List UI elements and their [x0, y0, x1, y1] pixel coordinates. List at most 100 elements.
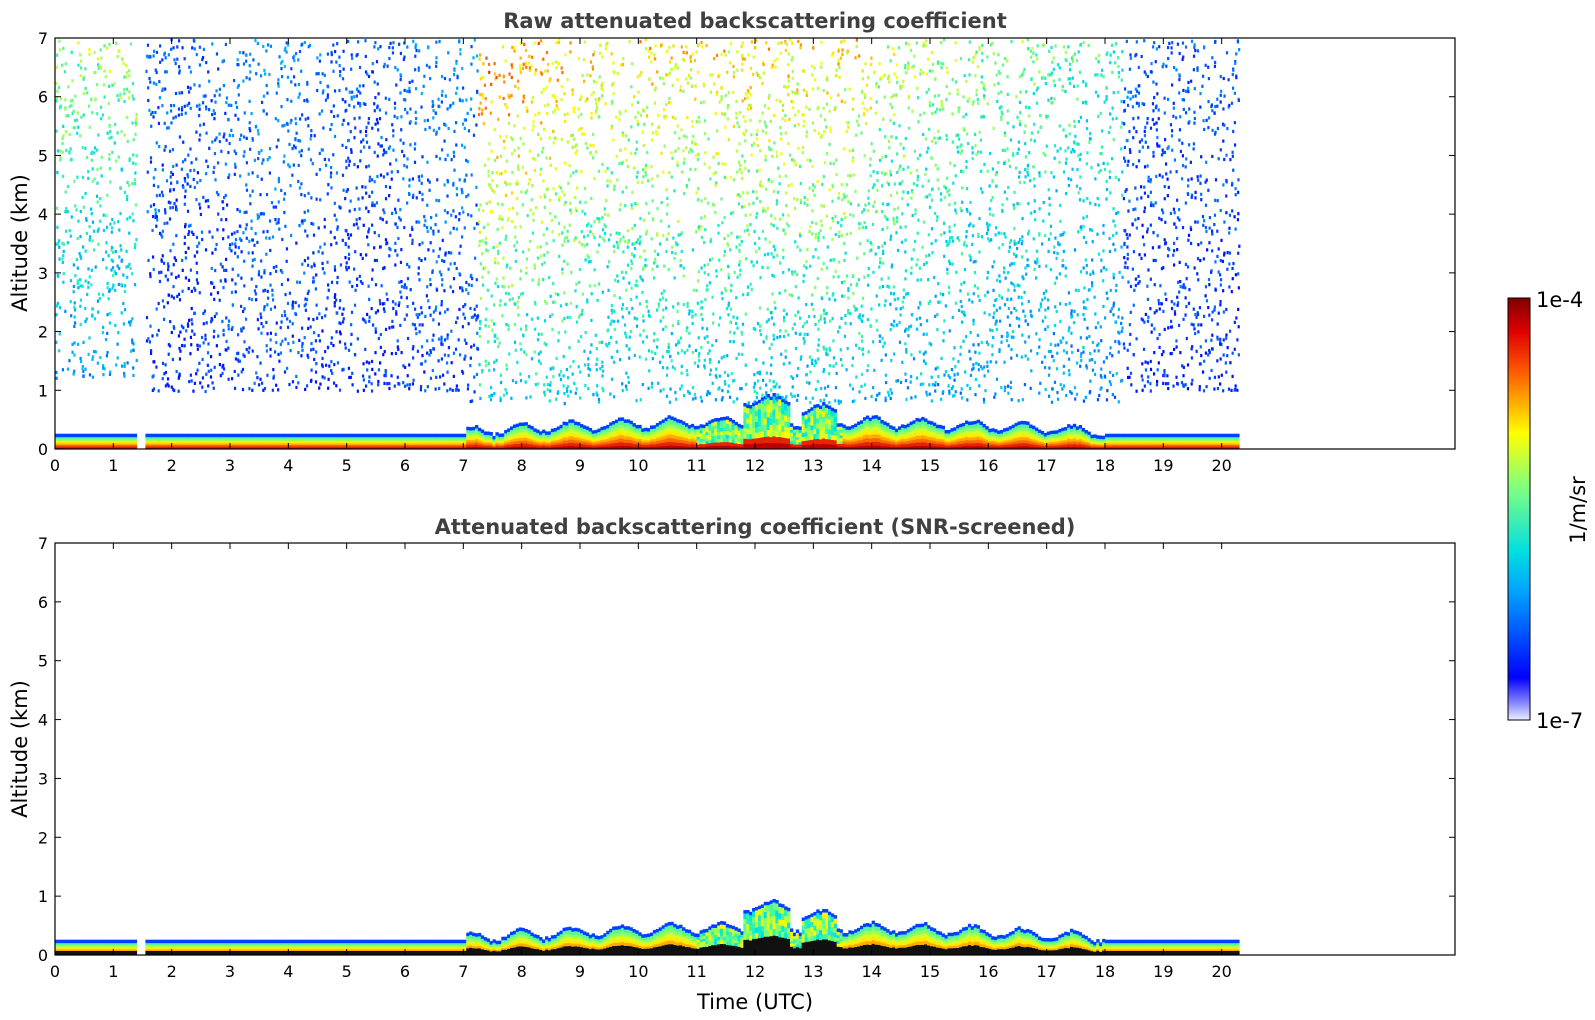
heat-cell: [206, 438, 210, 441]
heat-cell: [236, 358, 240, 362]
heat-cell: [323, 446, 327, 448]
heat-cell: [408, 265, 411, 269]
heat-cell: [197, 433, 202, 438]
heat-cell: [337, 433, 342, 438]
heat-cell: [120, 282, 123, 287]
heat-cell: [407, 441, 412, 444]
heat-cell: [419, 440, 423, 443]
heat-cell: [525, 257, 528, 261]
heat-cell: [61, 241, 64, 245]
heat-cell: [519, 225, 522, 229]
heat-cell: [282, 446, 286, 448]
heat-cell: [588, 446, 593, 450]
heat-cell: [565, 302, 568, 307]
heat-cell: [452, 374, 455, 379]
heat-cell: [574, 289, 577, 293]
heat-cell: [211, 381, 214, 385]
heat-cell: [552, 300, 555, 304]
heat-cell: [197, 444, 202, 447]
heat-cell: [457, 438, 461, 441]
heat-cell: [492, 245, 495, 250]
heat-cell: [66, 367, 70, 371]
heat-cell: [473, 390, 476, 394]
heat-cell: [521, 422, 525, 427]
heat-cell: [234, 113, 237, 117]
heat-cell: [609, 440, 613, 444]
heat-cell: [466, 430, 470, 434]
heat-cell: [542, 437, 546, 440]
heat-cell: [525, 353, 528, 357]
heat-cell: [606, 430, 610, 434]
heat-cell: [177, 375, 181, 379]
heat-cell: [160, 443, 164, 445]
heat-cell: [409, 233, 412, 237]
heat-cell: [291, 440, 295, 443]
heat-cell: [283, 370, 287, 374]
heat-cell: [178, 373, 181, 377]
heat-cell: [443, 139, 446, 143]
heat-cell: [504, 433, 508, 436]
heat-cell: [327, 386, 330, 390]
heat-cell: [598, 51, 602, 55]
heat-cell: [625, 288, 628, 292]
heat-cell: [477, 446, 482, 450]
heat-cell: [279, 437, 283, 440]
heat-cell: [518, 434, 523, 438]
heat-cell: [511, 297, 514, 301]
heat-cell: [255, 284, 258, 289]
heat-cell: [434, 437, 438, 440]
heat-cell: [547, 441, 552, 445]
heat-cell: [559, 369, 563, 374]
heat-cell: [156, 218, 159, 222]
heat-cell: [512, 443, 517, 447]
heat-cell: [69, 446, 73, 448]
heat-cell: [310, 341, 313, 346]
heat-cell: [314, 370, 318, 374]
heat-cell: [364, 384, 368, 388]
heat-cell: [574, 144, 577, 149]
heat-cell: [390, 433, 394, 438]
heat-cell: [483, 431, 488, 435]
heat-cell: [87, 285, 90, 289]
heat-cell: [410, 438, 415, 441]
heat-cell: [603, 446, 607, 450]
heat-cell: [498, 444, 502, 447]
heat-cell: [87, 437, 91, 440]
heat-cell: [197, 114, 201, 118]
heat-cell: [549, 211, 552, 216]
heat-cell: [227, 103, 230, 107]
heat-cell: [122, 446, 126, 448]
heat-cell: [621, 388, 624, 393]
heat-cell: [529, 208, 532, 212]
heat-cell: [166, 111, 169, 115]
heat-cell: [415, 116, 418, 121]
heat-cell: [460, 446, 464, 448]
heat-cell: [164, 56, 167, 60]
heat-cell: [290, 99, 293, 103]
heat-cell: [209, 438, 213, 441]
heat-cell: [458, 307, 461, 312]
heat-cell: [618, 358, 622, 362]
heat-cell: [238, 433, 243, 438]
heat-cell: [336, 361, 340, 365]
heat-cell: [510, 441, 514, 445]
heat-cell: [621, 133, 625, 138]
heat-cell: [318, 167, 322, 172]
heat-cell: [171, 437, 175, 440]
heat-cell: [304, 297, 307, 301]
heat-cell: [285, 437, 289, 440]
heat-cell: [619, 112, 622, 116]
heat-cell: [215, 344, 218, 348]
heat-cell: [199, 123, 202, 127]
heat-cell: [520, 347, 523, 352]
heat-cell: [120, 364, 124, 368]
heat-cell: [183, 441, 187, 444]
heat-cell: [409, 120, 412, 124]
heat-cell: [326, 283, 330, 287]
heat-cell: [172, 285, 175, 289]
heat-cell: [162, 443, 167, 445]
heat-cell: [254, 231, 257, 236]
heat-cell: [133, 283, 137, 287]
heat-cell: [533, 438, 537, 441]
heat-cell: [495, 445, 499, 448]
